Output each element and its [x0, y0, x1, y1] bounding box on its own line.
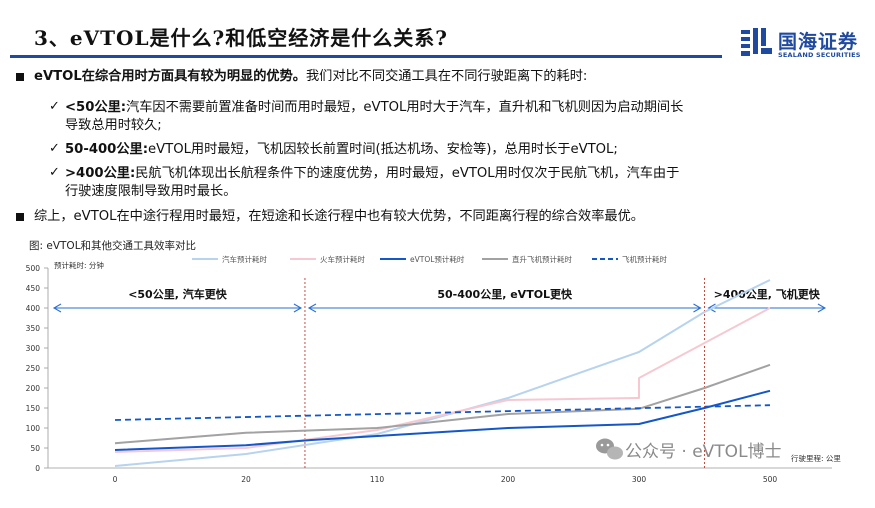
legend-label: 汽车预计耗时 — [222, 254, 267, 264]
bullet-1-bold: eVTOL在综合用时方面具有较为明显的优势。 — [34, 69, 306, 84]
y-tick-label: 100 — [26, 424, 41, 433]
x-tick-label: 0 — [113, 475, 118, 484]
y-tick-label: 150 — [26, 404, 41, 413]
sub-point-1-line2: 导致总用时较久; — [65, 118, 162, 133]
sub-point-1: <50公里:汽车因不需要前置准备时间而用时最短，eVTOL用时大于汽车，直升机和… — [65, 99, 683, 117]
sub-point-2: 50-400公里:eVTOL用时最短，飞机因较长前置时间(抵达机场、安检等)，总… — [65, 141, 618, 159]
y-axis-title: 预计耗时: 分钟 — [54, 260, 104, 270]
y-tick-label: 350 — [26, 324, 41, 333]
checkmark-icon: ✓ — [49, 99, 60, 114]
watermark-text: 公众号 · eVTOL博士 — [625, 442, 782, 462]
sub-point-1-bold: <50公里: — [65, 100, 127, 115]
y-tick-label: 400 — [26, 304, 41, 313]
bullet-1: eVTOL在综合用时方面具有较为明显的优势。我们对比不同交通工具在不同行驶距离下… — [34, 68, 587, 86]
arrowhead-right-icon — [693, 303, 702, 313]
series-line-飞机预计耗时 — [114, 404, 771, 421]
legend-label: 火车预计耗时 — [320, 254, 365, 264]
y-tick-label: 250 — [26, 364, 41, 373]
x-tick-label: 20 — [241, 475, 251, 484]
arrowhead-right-icon — [817, 303, 827, 313]
x-tick-label: 110 — [370, 475, 385, 484]
x-tick-label: 200 — [501, 475, 516, 484]
series-line-直升飞机预计耗时 — [114, 363, 771, 445]
x-axis: 0 20 110 200 300 500 — [48, 467, 832, 484]
x-tick-label: 500 — [763, 475, 778, 484]
checkmark-icon: ✓ — [49, 141, 60, 156]
arrowhead-left-icon — [307, 303, 317, 313]
wechat-icon — [596, 438, 623, 460]
y-tick-label: 500 — [26, 264, 41, 273]
legend-label: eVTOL预计耗时 — [410, 254, 465, 264]
region-label: 50-400公里, eVTOL更快 — [437, 287, 573, 301]
distance-regions: <50公里, 汽车更快 50-400公里, eVTOL更快 >400公里, 飞机更快 — [52, 278, 827, 468]
arrowhead-right-icon — [293, 303, 303, 313]
sub-point-2-bold: 50-400公里: — [65, 142, 149, 157]
sub-point-2-text: eVTOL用时最短，飞机因较长前置时间(抵达机场、安检等)，总用时长于eVTOL… — [148, 142, 618, 157]
y-tick-label: 300 — [26, 344, 41, 353]
legend-label: 飞机预计耗时 — [622, 254, 667, 264]
bullet-square-icon — [16, 73, 24, 81]
y-axis: 0 50 100 150 200 250 300 350 400 450 500 — [26, 264, 49, 473]
x-axis-title: 行驶里程: 公里 — [791, 453, 841, 463]
sub-point-1-text: 汽车因不需要前置准备时间而用时最短，eVTOL用时大于汽车，直升机和飞机则因为启… — [126, 100, 684, 115]
arrowhead-left-icon — [52, 303, 62, 313]
y-tick-label: 200 — [26, 384, 41, 393]
sub-point-3-line2: 行驶速度限制导致用时最长。 — [65, 184, 237, 199]
y-tick-label: 450 — [26, 284, 41, 293]
logo-chinese-name: 国海证券 — [778, 31, 859, 53]
bullet-square-icon — [16, 213, 24, 221]
region-label: >400公里, 飞机更快 — [714, 287, 821, 301]
title-underline — [10, 55, 722, 58]
legend-label: 直升飞机预计耗时 — [512, 254, 572, 264]
series-line-火车预计耗时 — [114, 307, 771, 453]
arrowhead-left-icon — [707, 303, 716, 313]
y-tick-label: 0 — [35, 464, 40, 473]
series-line-汽车预计耗时 — [114, 279, 771, 467]
figure-caption: 图: eVTOL和其他交通工具效率对比 — [29, 240, 197, 252]
y-tick-label: 50 — [30, 444, 40, 453]
region-label: <50公里, 汽车更快 — [128, 287, 228, 301]
logo-english-name: SEALAND SECURITIES — [778, 51, 861, 59]
chart-legend: 汽车预计耗时 火车预计耗时 eVTOL预计耗时 直升飞机预计耗时 飞机预计耗时 — [192, 254, 667, 264]
bullet-1-text: 我们对比不同交通工具在不同行驶距离下的耗时: — [305, 69, 588, 84]
sealand-logo-icon — [741, 28, 772, 56]
bullet-2: 综上，eVTOL在中途行程用时最短，在短途和长途行程中也有较大优势，不同距离行程… — [34, 209, 644, 224]
efficiency-chart: 汽车预计耗时 火车预计耗时 eVTOL预计耗时 直升飞机预计耗时 飞机预计耗时 预计耗时… — [26, 254, 842, 484]
series-line-eVTOL预计耗时 — [114, 389, 771, 451]
sub-point-3-bold: >400公里: — [65, 166, 136, 181]
sub-point-3-text: 民航飞机体现出长航程条件下的速度优势，用时最短，eVTOL用时仅次于民航飞机，汽… — [135, 166, 680, 181]
company-logo: 国海证券 SEALAND SECURITIES — [740, 26, 870, 62]
series-lines — [114, 279, 771, 467]
sub-point-3: >400公里:民航飞机体现出长航程条件下的速度优势，用时最短，eVTOL用时仅次… — [65, 165, 679, 183]
page-title: 3、eVTOL是什么?和低空经济是什么关系? — [34, 26, 448, 50]
watermark: 公众号 · eVTOL博士 — [596, 438, 782, 462]
checkmark-icon: ✓ — [49, 165, 60, 180]
x-tick-label: 300 — [632, 475, 647, 484]
